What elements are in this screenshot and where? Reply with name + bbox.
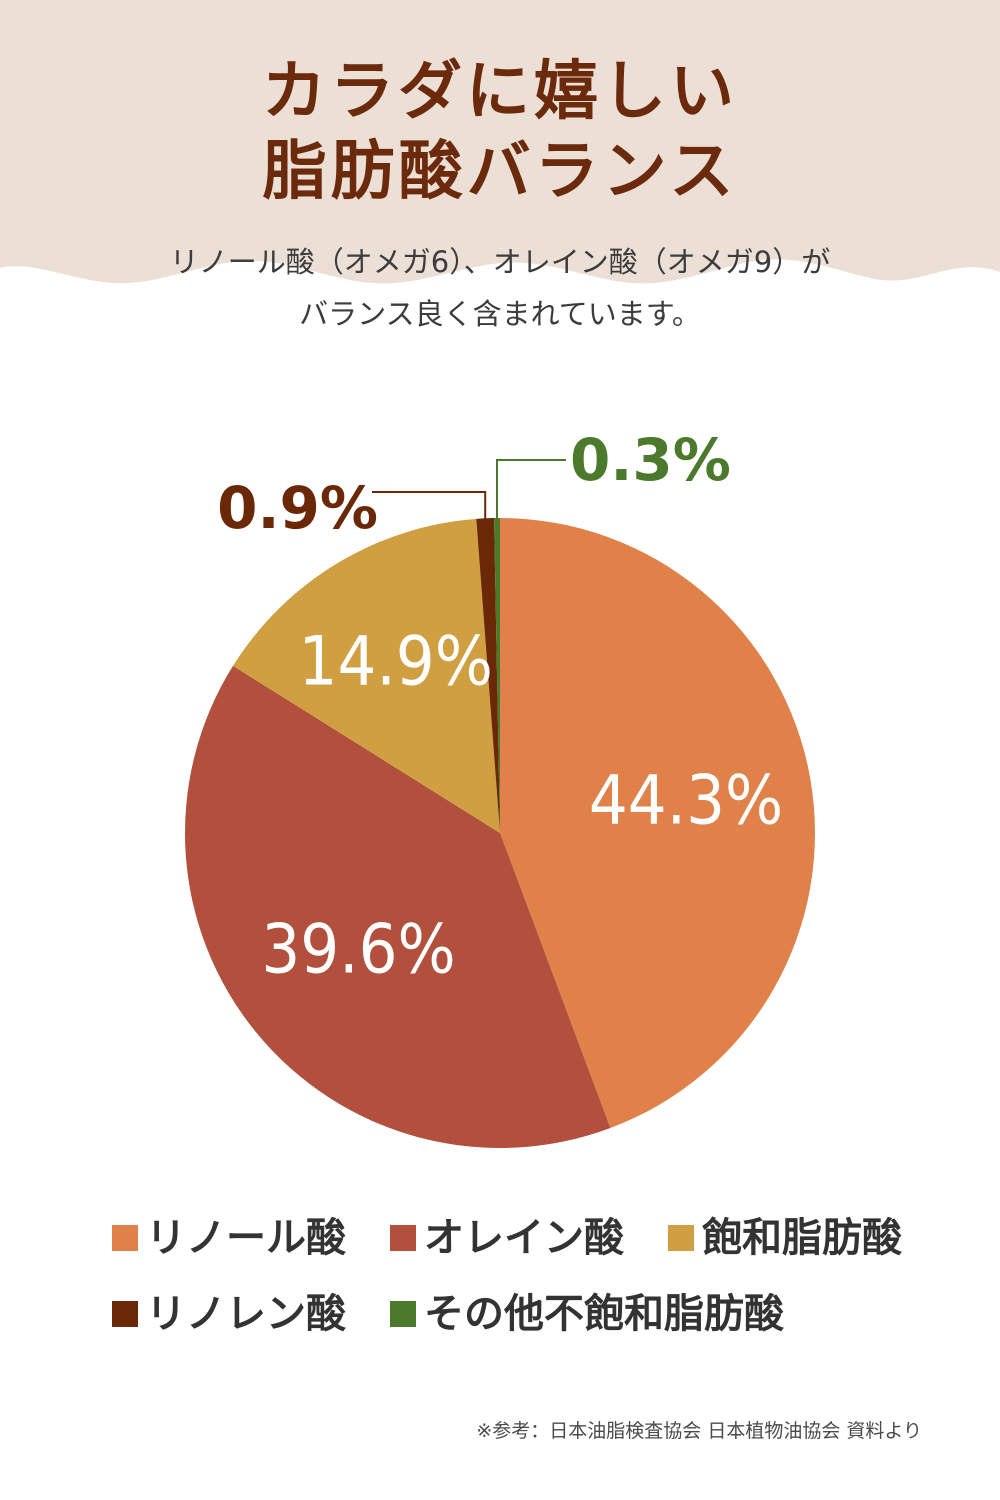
slice-data-label: 44.3% [589,761,783,840]
legend-label: リノレン酸 [146,1291,346,1337]
pie-chart: 44.3% 39.6% 14.9% 0.9% 0.3% [185,426,815,1148]
slice-data-label: 0.9% [217,474,378,542]
pie-slice [476,518,500,833]
page-title-line-2: 脂肪酸バランス [262,134,738,209]
legend-label: その他不飽和脂肪酸 [424,1291,784,1337]
legend: リノール酸 オレイン酸 飽和脂肪酸 リノレン酸 その他不飽和脂肪酸 [112,1218,972,1334]
pie-slice [185,665,611,1148]
slice-data-label: 39.6% [261,911,455,990]
legend-swatch [112,1225,138,1251]
leader-line [496,459,566,522]
slice-data-label: 0.3% [570,426,731,494]
page-title-line-1: カラダに嬉しい [262,54,738,129]
legend-item: リノレン酸 [112,1294,346,1334]
legend-swatch [390,1301,416,1327]
legend-item: オレイン酸 [390,1218,624,1258]
subtitle-line-1: リノール酸（オメガ6）、オレイン酸（オメガ9）が [169,245,831,279]
pie-slice [500,518,815,1129]
header-background [0,0,1000,284]
pie-slice [494,518,500,833]
legend-item: 飽和脂肪酸 [668,1218,902,1258]
legend-label: 飽和脂肪酸 [702,1215,902,1261]
subtitle-line-2: バランス良く含まれています。 [299,297,701,331]
legend-item: その他不飽和脂肪酸 [390,1294,784,1334]
source-footnote: ※参考：日本油脂検査協会 日本植物油協会 資料より [476,1420,922,1442]
legend-label: オレイン酸 [424,1215,624,1261]
pie-slice [232,518,501,833]
legend-swatch [390,1225,416,1251]
slice-data-label: 14.9% [299,622,493,701]
legend-label: リノール酸 [146,1215,346,1261]
legend-item: リノール酸 [112,1218,346,1258]
legend-swatch [668,1225,694,1251]
legend-swatch [112,1301,138,1327]
leader-line [372,491,487,523]
